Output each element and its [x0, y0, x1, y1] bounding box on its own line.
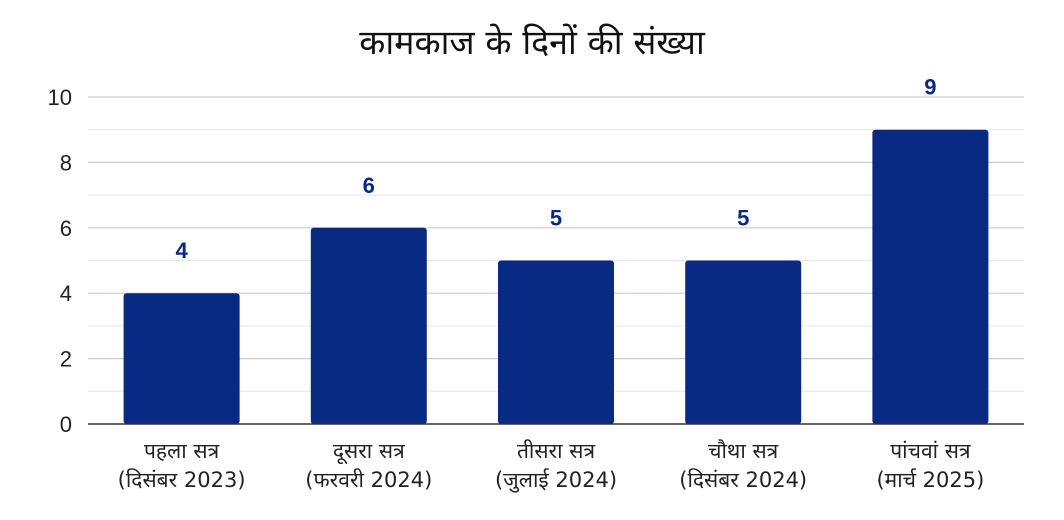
y-tick-label: 0	[60, 412, 72, 437]
data-label: 5	[550, 206, 562, 231]
x-tick-label-date: (दिसंबर 2024)	[679, 468, 807, 492]
y-tick-label: 2	[60, 347, 72, 372]
bar	[872, 129, 989, 424]
data-label: 6	[363, 173, 375, 198]
x-tick-label: तीसरा सत्र	[517, 439, 596, 463]
x-tick-label: पहला सत्र	[144, 439, 220, 463]
x-tick-label-date: (जुलाई 2024)	[495, 468, 617, 493]
x-tick-label-date: (मार्च 2025)	[876, 468, 984, 492]
bar	[310, 227, 427, 424]
bar	[685, 260, 802, 424]
y-tick-label: 4	[60, 281, 72, 306]
y-tick-label: 10	[48, 85, 72, 110]
y-tick-label: 6	[60, 216, 72, 241]
x-tick-label-date: (फरवरी 2024)	[305, 468, 432, 492]
chart-title: कामकाज के दिनों की संख्या	[359, 23, 705, 63]
bar	[498, 260, 614, 424]
x-tick-label: दूसरा सत्र	[333, 439, 405, 465]
x-tick-label: चौथा सत्र	[708, 439, 779, 463]
data-label: 9	[924, 75, 936, 100]
x-tick-label: पांचवां सत्र	[890, 439, 971, 463]
bar	[123, 293, 240, 424]
x-tick-label-date: (दिसंबर 2023)	[118, 468, 246, 492]
data-label: 5	[737, 206, 749, 231]
y-tick-label: 8	[60, 150, 72, 175]
data-label: 4	[175, 238, 188, 263]
